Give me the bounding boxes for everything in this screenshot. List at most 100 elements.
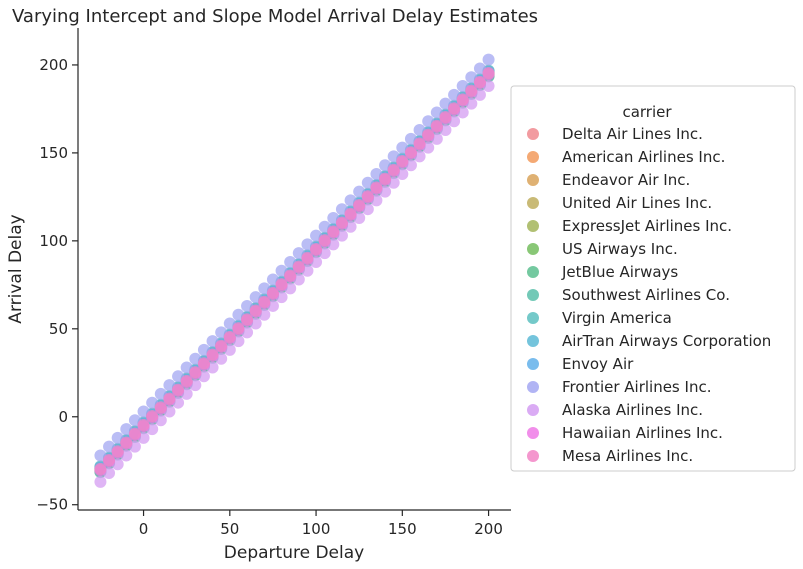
data-point [154, 401, 167, 414]
y-tick-label: −50 [36, 496, 68, 514]
series-12 [94, 80, 495, 488]
data-point [310, 242, 323, 255]
series-11 [94, 53, 495, 462]
data-point [482, 67, 495, 80]
legend-label: US Airways Inc. [562, 240, 678, 258]
data-point [353, 198, 366, 211]
data-point [370, 181, 383, 194]
data-point [465, 84, 478, 97]
data-point [292, 260, 305, 273]
data-point [396, 154, 409, 167]
legend-label: Hawaiian Airlines Inc. [562, 424, 723, 442]
x-tick-label: 100 [302, 520, 331, 538]
x-axis-label: Departure Delay [224, 543, 364, 563]
data-point [137, 418, 150, 431]
legend-marker [527, 404, 539, 416]
legend-label: Endeavor Air Inc. [562, 171, 690, 189]
data-point [284, 269, 297, 282]
data-point [456, 93, 469, 106]
legend-marker [527, 128, 539, 140]
y-tick-label: 200 [39, 56, 68, 74]
data-point [223, 330, 236, 343]
legend-label: Southwest Airlines Co. [562, 286, 730, 304]
data-point [413, 137, 426, 150]
x-tick-label: 200 [474, 520, 503, 538]
legend-label: AirTran Airways Corporation [562, 332, 771, 350]
data-point [275, 278, 288, 291]
data-point [180, 374, 193, 387]
legend-marker [527, 358, 539, 370]
data-point [301, 251, 314, 264]
data-point [482, 53, 495, 66]
data-point [335, 216, 348, 229]
data-point [172, 383, 185, 396]
chart-title: Varying Intercept and Slope Model Arriva… [12, 6, 538, 27]
legend-marker [527, 243, 539, 255]
legend-marker [527, 312, 539, 324]
x-tick-label: 150 [388, 520, 417, 538]
legend-marker [527, 220, 539, 232]
y-tick-label: 100 [39, 232, 68, 250]
legend-label: Virgin America [562, 309, 672, 327]
data-point [422, 128, 435, 141]
data-point [215, 339, 228, 352]
x-tick-label: 50 [220, 520, 239, 538]
legend-marker [527, 197, 539, 209]
data-point [103, 454, 116, 467]
data-point [241, 313, 254, 326]
plot-points [94, 53, 495, 488]
data-point [318, 234, 331, 247]
legend-label: Delta Air Lines Inc. [562, 125, 703, 143]
data-point [344, 207, 357, 220]
data-point [430, 119, 443, 132]
data-point [249, 304, 262, 317]
legend-marker [527, 381, 539, 393]
legend-label: JetBlue Airways [561, 263, 678, 281]
data-point [379, 172, 392, 185]
data-point [120, 436, 133, 449]
data-point [128, 427, 141, 440]
data-point [206, 348, 219, 361]
legend-label: American Airlines Inc. [562, 148, 725, 166]
x-axis-ticks: 0 50 100 150 200 [139, 510, 503, 538]
data-point [197, 357, 210, 370]
y-axis-ticks: −50 0 50 100 150 200 [36, 56, 78, 514]
data-point [439, 111, 452, 124]
legend-label: Frontier Airlines Inc. [562, 378, 711, 396]
legend-marker [527, 266, 539, 278]
legend-label: Mesa Airlines Inc. [562, 447, 693, 465]
legend-frame [510, 85, 796, 472]
data-point [258, 295, 271, 308]
legend-label: Alaska Airlines Inc. [562, 401, 703, 419]
series-14 [94, 67, 495, 475]
y-tick-label: 0 [58, 408, 68, 426]
y-axis-label: Arrival Delay [6, 214, 26, 323]
legend-label: ExpressJet Airlines Inc. [562, 217, 732, 235]
data-point [94, 462, 107, 475]
legend: carrier Delta Air Lines Inc. American Air… [510, 85, 796, 472]
data-point [189, 366, 202, 379]
data-point [404, 146, 417, 159]
data-point [473, 75, 486, 88]
legend-marker [527, 174, 539, 186]
legend-marker [527, 289, 539, 301]
legend-marker [527, 427, 539, 439]
legend-marker [527, 450, 539, 462]
data-point [146, 410, 159, 423]
data-point [387, 163, 400, 176]
y-tick-label: 50 [49, 320, 68, 338]
data-point [163, 392, 176, 405]
data-point [94, 475, 107, 488]
x-tick-label: 0 [139, 520, 149, 538]
data-point [448, 102, 461, 115]
legend-title: carrier [622, 103, 672, 121]
data-point [111, 445, 124, 458]
data-point [327, 225, 340, 238]
data-point [361, 190, 374, 203]
legend-label: Envoy Air [562, 355, 634, 373]
data-point [266, 286, 279, 299]
legend-items: Delta Air Lines Inc. American Airlines In… [527, 125, 771, 465]
data-point [232, 322, 245, 335]
legend-marker [527, 335, 539, 347]
